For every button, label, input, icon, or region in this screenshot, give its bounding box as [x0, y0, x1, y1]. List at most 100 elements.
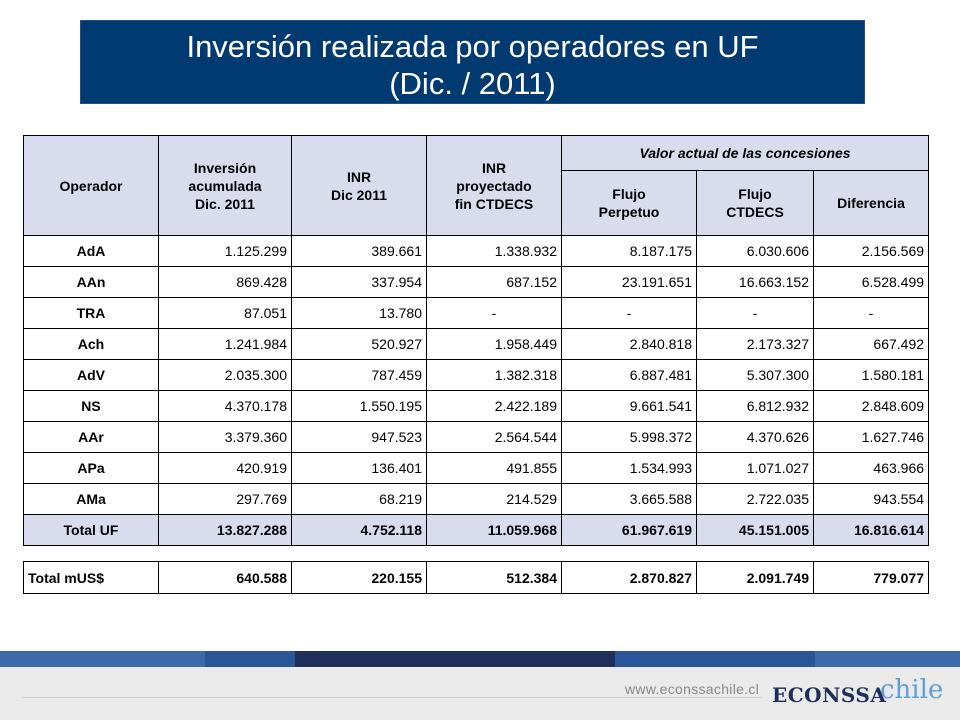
usd-cell: 220.155 — [291, 561, 427, 594]
table-row: AMa 297.769 68.219 214.529 3.665.588 2.7… — [23, 483, 930, 515]
cell-inr: 389.661 — [291, 235, 427, 267]
footer-band-segment — [815, 651, 960, 667]
title-line-2: (Dic. / 2011) — [389, 66, 556, 101]
cell-operador: AAr — [23, 421, 159, 453]
cell-operador: AAn — [23, 266, 159, 298]
cell-flujo-perpetuo: 6.887.481 — [561, 359, 697, 391]
usd-cell: 2.870.827 — [561, 561, 697, 594]
cell-flujo-ctdecs: 2.173.327 — [696, 328, 814, 360]
header-operador: Operador — [23, 135, 159, 236]
cell-operador: AMa — [23, 483, 159, 515]
table-row: AdV 2.035.300 787.459 1.382.318 6.887.48… — [23, 359, 930, 391]
cell-inr-proy: 687.152 — [426, 266, 562, 298]
cell-inr: 520.927 — [291, 328, 427, 360]
cell-inversion: 87.051 — [158, 297, 292, 329]
cell-diferencia: 2.848.609 — [812, 390, 930, 422]
cell-inr: 13.780 — [291, 297, 427, 329]
cell-diferencia: 6.528.499 — [812, 266, 930, 298]
cell-inversion: 2.035.300 — [158, 359, 292, 391]
cell-inr-proy: 2.422.189 — [426, 390, 562, 422]
header-inr: INR Dic 2011 — [291, 135, 427, 236]
cell-inr: 1.550.195 — [291, 390, 427, 422]
cell-diferencia: 667.492 — [812, 328, 930, 360]
cell-flujo-perpetuo: 23.191.651 — [561, 266, 697, 298]
cell-inr-proy: 1.338.932 — [426, 235, 562, 267]
logo-main-text: ECONSSA — [772, 683, 887, 707]
header-inversion-line: Inversión — [193, 159, 257, 176]
cell-operador: Ach — [23, 328, 159, 360]
cell-inversion: 869.428 — [158, 266, 292, 298]
cell-inr: 68.219 — [291, 483, 427, 515]
footer-band-segment — [0, 651, 205, 667]
title-line-1: Inversión realizada por operadores en UF — [186, 29, 759, 64]
header-flujo-ctdecs-line: CTDECS — [726, 204, 784, 221]
header-inversion-line: acumulada — [188, 177, 262, 194]
cell-operador: APa — [23, 452, 159, 484]
cell-flujo-perpetuo: 2.840.818 — [561, 328, 697, 360]
footer-divider — [22, 697, 762, 698]
investment-table: Operador Inversión acumulada Dic. 2011 I… — [23, 134, 930, 546]
footer-url: www.econssachile.cl — [625, 681, 760, 697]
cell-inr: 787.459 — [291, 359, 427, 391]
header-inversion-line: Dic. 2011 — [195, 195, 255, 212]
footer-band-segment — [615, 651, 815, 667]
header-inr-proy-line: INR — [481, 159, 507, 176]
table-row: NS 4.370.178 1.550.195 2.422.189 9.661.5… — [23, 390, 930, 422]
header-inr-proy-line: proyectado — [456, 177, 532, 194]
cell-diferencia: - — [812, 297, 930, 329]
cell-flujo-perpetuo: 9.661.541 — [561, 390, 697, 422]
cell-flujo-ctdecs: 6.030.606 — [696, 235, 814, 267]
cell-diferencia: 2.156.569 — [812, 235, 930, 267]
cell-inr: 947.523 — [291, 421, 427, 453]
table-row: AAr 3.379.360 947.523 2.564.544 5.998.37… — [23, 421, 930, 453]
cell-inr-proy: 1.382.318 — [426, 359, 562, 391]
header-flujo-ctdecs-line: Flujo — [738, 186, 772, 203]
cell-inr-proy: 214.529 — [426, 483, 562, 515]
total-row: Total UF 13.827.288 4.752.118 11.059.968… — [23, 514, 930, 546]
cell-inversion: 4.370.178 — [158, 390, 292, 422]
usd-cell: 2.091.749 — [696, 561, 814, 594]
cell-flujo-ctdecs: 1.071.027 — [696, 452, 814, 484]
cell-total-label: Total UF — [23, 514, 159, 546]
cell-inversion: 297.769 — [158, 483, 292, 515]
header-inr-line: Dic 2011 — [330, 186, 388, 203]
header-valor-actual: Valor actual de las concesiones — [560, 134, 930, 172]
cell-flujo-perpetuo: 3.665.588 — [561, 483, 697, 515]
cell-flujo-ctdecs: 6.812.932 — [696, 390, 814, 422]
header-flujo-perpetuo-line: Perpetuo — [598, 204, 660, 221]
cell-total-inr-proy: 11.059.968 — [426, 514, 562, 546]
cell-total-diferencia: 16.816.614 — [812, 514, 930, 546]
cell-operador: AdV — [23, 359, 159, 391]
table-row: AdA 1.125.299 389.661 1.338.932 8.187.17… — [23, 235, 930, 267]
logo-suffix-text: chile — [880, 675, 944, 705]
cell-diferencia: 463.966 — [812, 452, 930, 484]
usd-total-table: Total mUS$ 640.588 220.155 512.384 2.870… — [23, 561, 929, 594]
cell-flujo-ctdecs: - — [696, 297, 814, 329]
cell-inr-proy: - — [426, 297, 562, 329]
cell-flujo-perpetuo: 5.998.372 — [561, 421, 697, 453]
footer-band-segment — [295, 651, 615, 667]
cell-total-inversion: 13.827.288 — [158, 514, 292, 546]
header-inversion: Inversión acumulada Dic. 2011 — [158, 135, 292, 236]
cell-flujo-ctdecs: 16.663.152 — [696, 266, 814, 298]
header-flujo-ctdecs: Flujo CTDECS — [696, 170, 814, 236]
usd-total-label: Total mUS$ — [23, 561, 159, 594]
usd-cell: 779.077 — [813, 561, 929, 594]
header-inr-proy-line: fin CTDECS — [454, 195, 534, 212]
footer — [0, 667, 960, 720]
cell-inr-proy: 2.564.544 — [426, 421, 562, 453]
cell-diferencia: 1.627.746 — [812, 421, 930, 453]
cell-operador: TRA — [23, 297, 159, 329]
table-row: AAn 869.428 337.954 687.152 23.191.651 1… — [23, 266, 930, 298]
cell-total-flujo-ctdecs: 45.151.005 — [696, 514, 814, 546]
cell-flujo-perpetuo: 8.187.175 — [561, 235, 697, 267]
cell-operador: AdA — [23, 235, 159, 267]
table-row: Ach 1.241.984 520.927 1.958.449 2.840.81… — [23, 328, 930, 360]
table-row: TRA 87.051 13.780 - - - - — [23, 297, 930, 329]
cell-flujo-ctdecs: 5.307.300 — [696, 359, 814, 391]
cell-diferencia: 943.554 — [812, 483, 930, 515]
header-diferencia: Diferencia — [812, 170, 930, 236]
cell-flujo-ctdecs: 4.370.626 — [696, 421, 814, 453]
cell-inr-proy: 1.958.449 — [426, 328, 562, 360]
cell-inversion: 3.379.360 — [158, 421, 292, 453]
